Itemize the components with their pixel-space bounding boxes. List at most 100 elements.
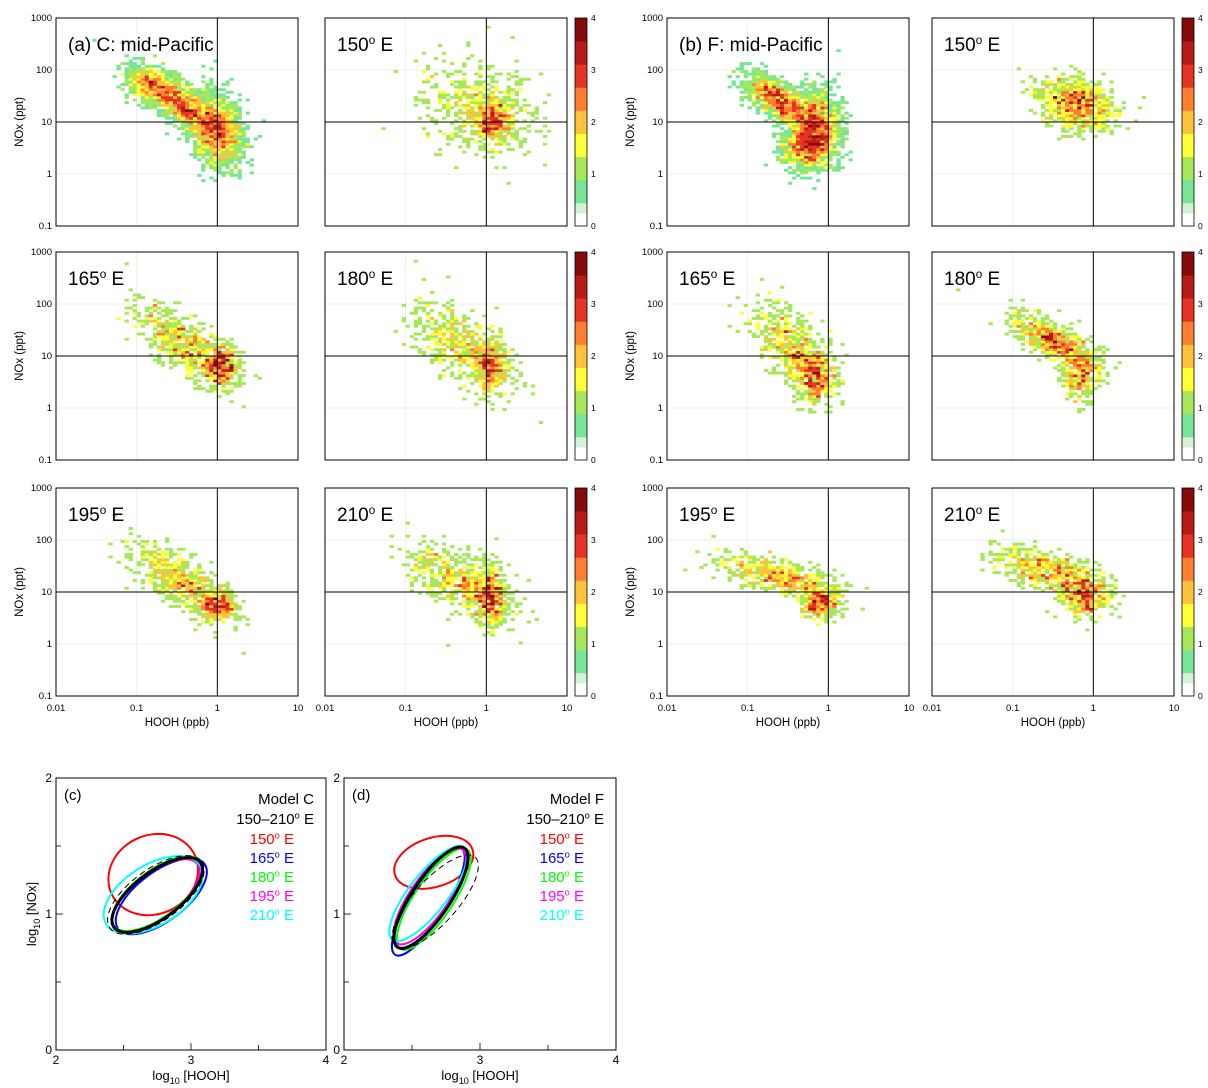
density-cell [437,361,443,365]
density-cell [824,597,829,601]
density-cell [189,353,194,357]
density-cell [474,358,479,362]
density-cell [808,324,813,328]
density-cell [498,623,503,627]
density-cell [816,158,821,162]
panel-title: 165o E [679,268,735,290]
density-cell [788,140,793,144]
density-cell [201,148,206,151]
density-cell [836,140,841,144]
density-cell [796,119,801,123]
density-cell [221,116,226,120]
density-cell [800,106,805,110]
density-cell [470,597,475,601]
density-cell [796,122,801,125]
density-cell [510,618,515,621]
density-cell [217,358,222,362]
density-cell [824,387,829,391]
y-tick-label: 10 [652,351,663,362]
density-cell [229,599,234,603]
density-cell [1020,309,1026,313]
density-cell [1057,101,1062,105]
density-cell [462,576,467,580]
density-cell [478,379,483,383]
density-cell [458,111,463,115]
density-cell [172,560,178,564]
density-cell [779,340,785,344]
density-cell [225,376,230,380]
density-cell [458,573,463,577]
density-cell [413,332,419,336]
density-cell [478,109,483,112]
density-cell [213,602,218,606]
density-cell [1069,395,1074,398]
density-cell [201,576,206,580]
density-cell [421,301,427,305]
density-cell [181,119,186,123]
density-cell [1093,376,1098,380]
density-cell [209,67,214,71]
density-cell [152,90,158,94]
density-cell [229,155,234,159]
density-cell [1065,96,1070,99]
density-cell [233,618,238,621]
density-cell [812,96,817,99]
density-cell [844,599,849,603]
density-cell [759,77,765,81]
density-cell [812,353,817,357]
density-cell [743,83,748,86]
density-cell [413,566,419,569]
density-cell [185,83,190,86]
density-cell [1089,389,1094,393]
density-cell [812,397,817,401]
density-cell [824,90,829,94]
density-cell [1069,85,1074,89]
density-cell [1057,335,1062,339]
density-cell [474,610,479,614]
density-cell [800,137,805,141]
density-cell [140,90,146,94]
density-cell [514,80,519,84]
density-cell [209,592,214,595]
density-cell [490,612,495,616]
colorbar-segment [575,390,587,415]
density-cell [1032,337,1038,341]
density-cell [466,44,471,47]
density-cell [189,96,194,99]
density-cell [128,306,133,310]
density-cell [518,109,523,112]
density-cell [1105,382,1110,385]
density-cell [502,116,507,120]
density-cell [177,119,182,123]
density-cell [796,158,801,162]
y-tick-label: 1000 [31,483,52,494]
density-cell [181,345,186,349]
density-cell [181,114,186,118]
density-cell [172,553,178,556]
density-cell [413,345,419,349]
density-cell [462,592,467,595]
density-cell [474,322,479,326]
density-cell [816,353,821,357]
density-cell [474,376,479,380]
density-cell [221,109,226,112]
density-cell [1073,93,1078,97]
density-cell [213,361,218,365]
density-cell [450,304,455,307]
density-cell [490,571,495,575]
density-cell [824,163,829,167]
density-cell [510,88,515,92]
density-cell [193,576,198,580]
density-cell [771,103,777,107]
density-cell [1028,327,1034,331]
density-cell [160,72,166,76]
density-cell [1085,379,1090,383]
density-cell [140,96,146,99]
density-cell [205,350,210,354]
density-cell [1073,132,1078,136]
colorbar-tick-label: 3 [1198,65,1203,75]
density-cell [804,348,809,352]
density-cell [755,70,761,73]
density-cell [181,103,186,107]
density-cell [783,80,789,84]
